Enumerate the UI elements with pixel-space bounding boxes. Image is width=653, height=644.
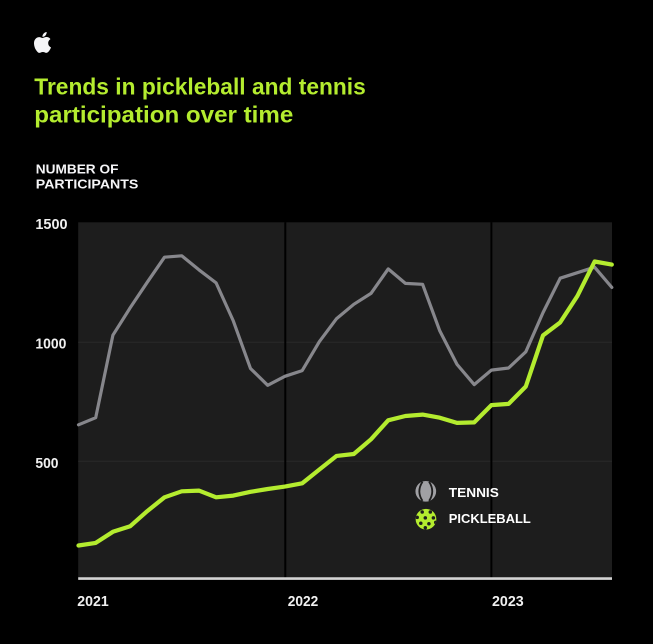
svg-text:2023: 2023: [492, 593, 524, 610]
svg-text:participation over time: participation over time: [34, 102, 293, 128]
svg-text:1500: 1500: [35, 216, 67, 233]
svg-text:PARTICIPANTS: PARTICIPANTS: [36, 176, 139, 191]
svg-text:500: 500: [35, 455, 58, 472]
svg-text:1000: 1000: [35, 336, 66, 353]
svg-text:Trends in pickleball and tenni: Trends in pickleball and tennis: [34, 74, 366, 100]
svg-text:PICKLEBALL: PICKLEBALL: [449, 511, 531, 526]
svg-text:NUMBER OF: NUMBER OF: [36, 161, 119, 176]
svg-text:2021: 2021: [77, 593, 108, 610]
svg-text:TENNIS: TENNIS: [449, 485, 499, 500]
svg-text:2022: 2022: [288, 593, 319, 610]
